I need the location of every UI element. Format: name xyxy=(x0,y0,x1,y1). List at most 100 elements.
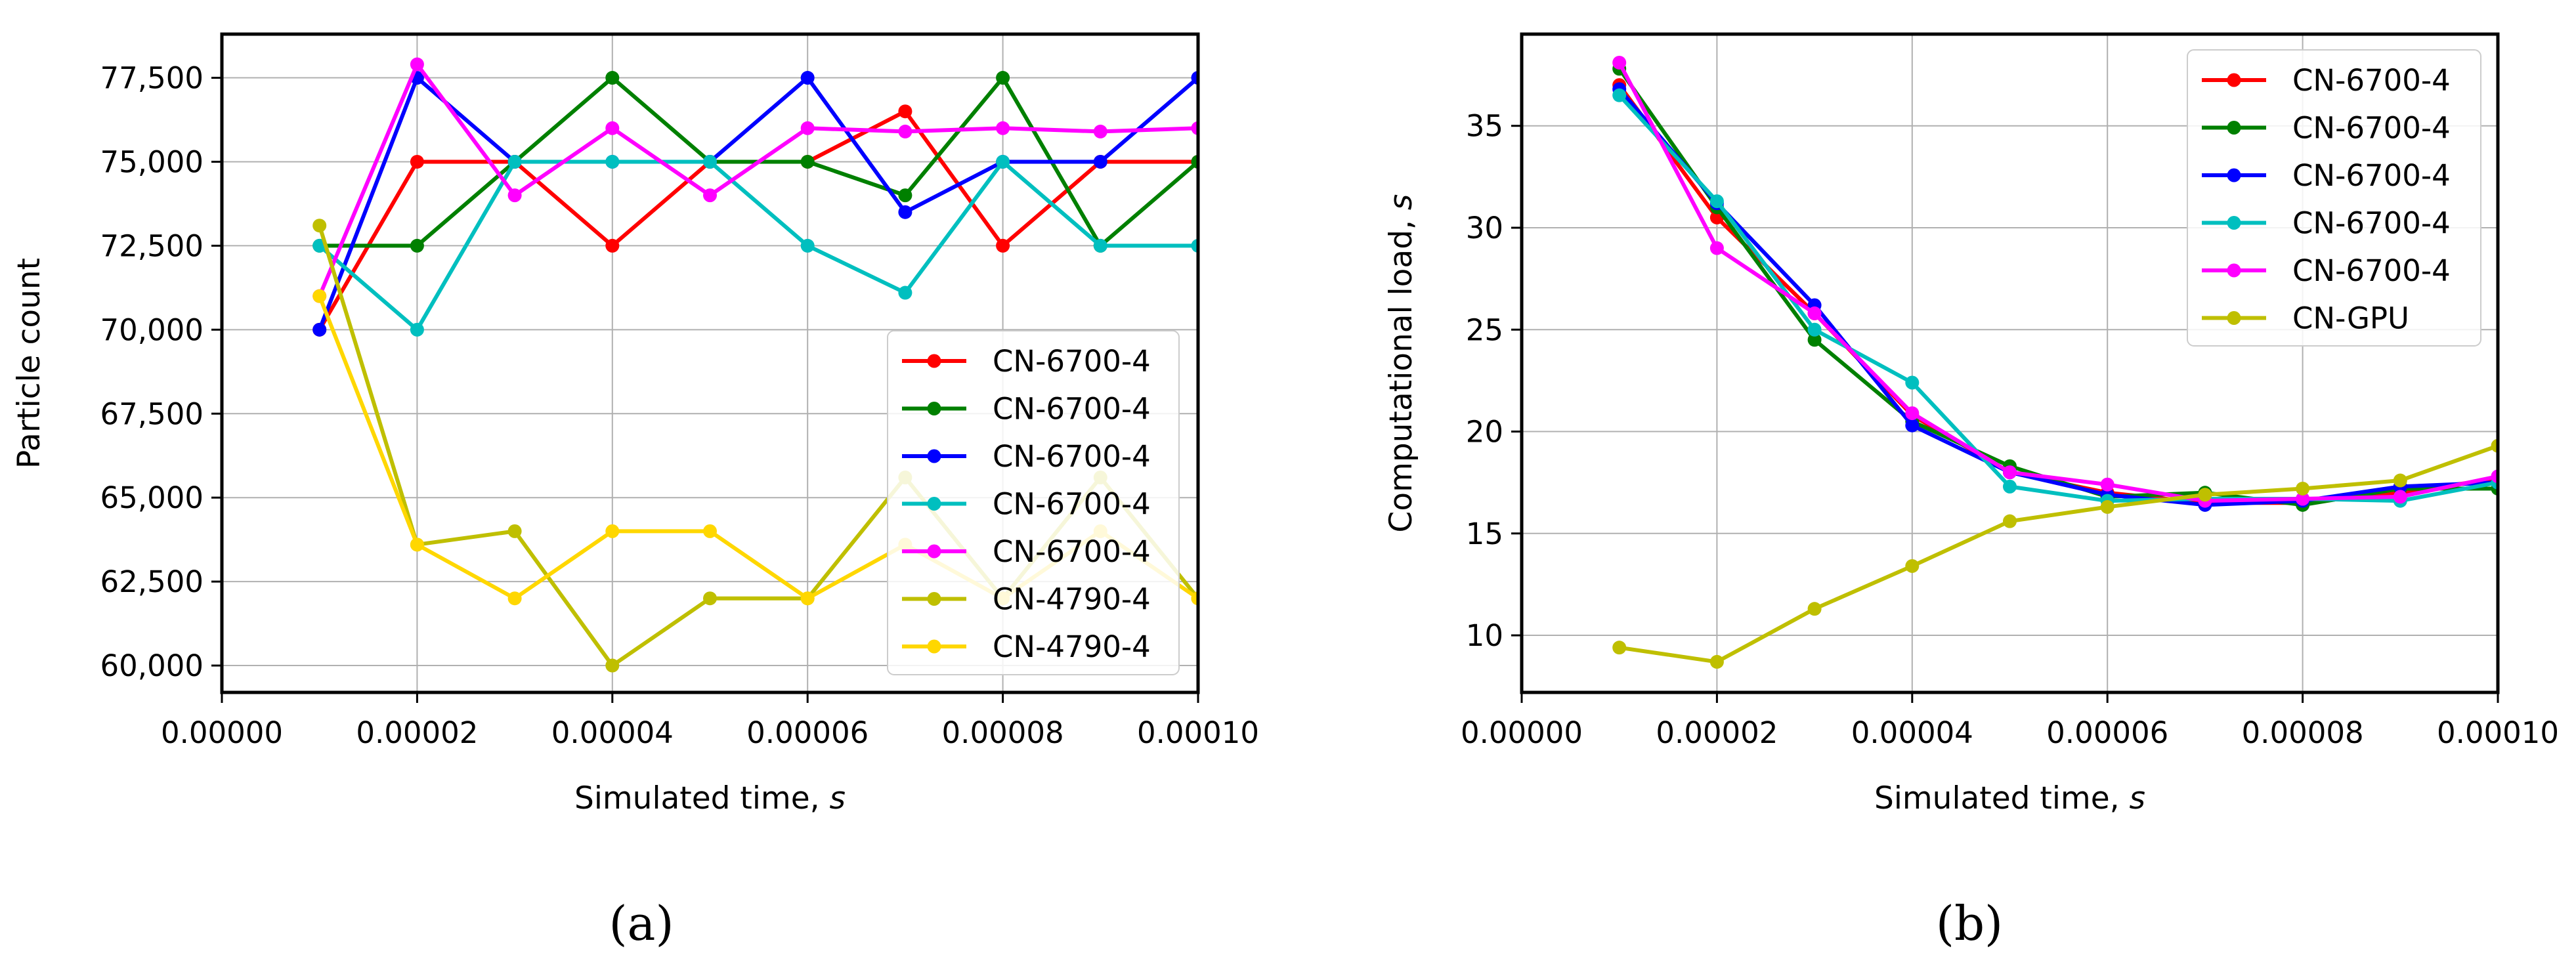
data-point xyxy=(1709,241,1724,255)
data-point xyxy=(605,154,620,169)
data-point xyxy=(507,154,522,169)
data-point xyxy=(1612,55,1627,70)
legend-swatch-marker xyxy=(2227,73,2241,87)
legend-label: CN-6700-4 xyxy=(2292,158,2451,193)
x-tick-label: 0.00010 xyxy=(2437,715,2559,750)
y-tick-label: 10 xyxy=(1466,618,1503,653)
data-point xyxy=(898,188,912,203)
legend-label: CN-6700-4 xyxy=(993,392,1151,427)
y-tick-label: 25 xyxy=(1466,312,1503,347)
data-point xyxy=(1905,406,1920,421)
data-point xyxy=(1191,238,1198,253)
legend: CN-6700-4 CN-6700-4 CN-6700-4 CN-6700-4 CN-6… xyxy=(887,330,1180,675)
data-point xyxy=(2198,488,2212,502)
data-point xyxy=(1709,194,1724,209)
y-tick-label: 30 xyxy=(1466,211,1503,245)
data-point xyxy=(800,154,815,169)
data-point xyxy=(898,205,912,219)
data-point xyxy=(1709,654,1724,669)
series-line-5 xyxy=(317,62,1198,297)
data-point xyxy=(898,104,912,119)
legend-label: CN-GPU xyxy=(2292,301,2409,336)
data-point xyxy=(2003,465,2017,480)
data-point xyxy=(2393,473,2407,488)
data-point xyxy=(410,154,424,169)
data-point xyxy=(996,121,1010,135)
legend-label: CN-6700-4 xyxy=(993,534,1151,569)
legend-label: CN-6700-4 xyxy=(993,344,1151,379)
data-point xyxy=(2296,492,2310,506)
data-point xyxy=(1807,306,1822,320)
data-point xyxy=(2491,469,2498,484)
legend-label: CN-6700-4 xyxy=(2292,111,2451,146)
data-point xyxy=(898,285,912,300)
data-point xyxy=(507,591,522,606)
y-axis-label-unit: s xyxy=(1383,194,1419,211)
x-tick-label: 0.00006 xyxy=(2046,715,2168,750)
legend-swatch-marker xyxy=(2227,121,2241,135)
data-point xyxy=(507,188,522,203)
x-axis-label-text: Simulated time, xyxy=(574,780,830,816)
y-tick-label: 15 xyxy=(1466,517,1503,551)
data-point xyxy=(410,238,424,253)
series-line-5 xyxy=(1618,62,2498,503)
data-point xyxy=(1807,333,1822,347)
data-point xyxy=(800,591,815,606)
x-tick-label: 0.00004 xyxy=(551,715,674,750)
x-tick-label: 0.00008 xyxy=(942,715,1064,750)
legend-label: CN-4790-4 xyxy=(993,629,1151,664)
x-tick-label: 0.00006 xyxy=(746,715,869,750)
x-tick-label: 0.00010 xyxy=(1137,715,1259,750)
data-point xyxy=(1612,88,1627,102)
y-tick-label: 77,500 xyxy=(100,61,204,96)
data-point xyxy=(605,524,620,538)
series-line-4 xyxy=(318,159,1198,332)
series-group xyxy=(1612,55,2498,669)
x-axis-label-unit: s xyxy=(830,780,846,816)
legend: CN-6700-4 CN-6700-4 CN-6700-4 CN-6700-4 CN-6… xyxy=(2187,49,2481,347)
data-point xyxy=(2003,479,2017,494)
x-axis-label-unit: s xyxy=(2130,780,2146,816)
y-axis-label-text: Particle count xyxy=(11,258,47,469)
data-point xyxy=(1093,124,1107,138)
data-point xyxy=(898,124,912,138)
data-point xyxy=(996,154,1010,169)
series-line-6 xyxy=(1619,444,2498,664)
legend-label: CN-4790-4 xyxy=(993,582,1151,617)
x-tick-label: 0.00000 xyxy=(1461,715,1583,750)
panel-label-b: (b) xyxy=(1936,896,2003,951)
data-point xyxy=(2491,438,2498,453)
y-axis-label: Particle count xyxy=(11,258,47,469)
data-point xyxy=(1905,418,1920,433)
x-tick-label: 0.00004 xyxy=(1851,715,1973,750)
data-point xyxy=(605,238,620,253)
series-line-1 xyxy=(318,109,1198,331)
legend-label: CN-6700-4 xyxy=(2292,63,2451,98)
data-point xyxy=(703,524,717,538)
chart-panel-b: 0.00000 0.00002 0.00004 0.00006 0.00008 0.000… xyxy=(1383,32,2559,816)
data-point xyxy=(1612,641,1627,655)
data-point xyxy=(2100,477,2114,492)
x-tick-label: 0.00002 xyxy=(1656,715,1778,750)
data-point xyxy=(1191,154,1198,169)
data-point xyxy=(410,57,424,72)
series-line-3 xyxy=(1618,87,2498,507)
data-point xyxy=(605,658,620,673)
data-point xyxy=(800,121,815,135)
data-point xyxy=(605,71,620,85)
data-point xyxy=(2296,481,2310,496)
legend-swatch-marker xyxy=(2227,263,2241,278)
data-point xyxy=(2003,514,2017,528)
y-tick-label: 62,500 xyxy=(100,564,204,599)
data-point xyxy=(1191,71,1198,85)
data-point xyxy=(996,238,1010,253)
data-point xyxy=(1905,375,1920,390)
y-tick-label: 67,500 xyxy=(100,396,204,431)
data-point xyxy=(1807,322,1822,337)
data-point xyxy=(507,524,522,538)
panel-label-a: (a) xyxy=(609,896,674,951)
y-axis-label: Computational load, s xyxy=(1383,194,1419,533)
y-tick-label: 35 xyxy=(1466,109,1503,144)
x-axis-label: Simulated time, s xyxy=(1874,780,2145,816)
